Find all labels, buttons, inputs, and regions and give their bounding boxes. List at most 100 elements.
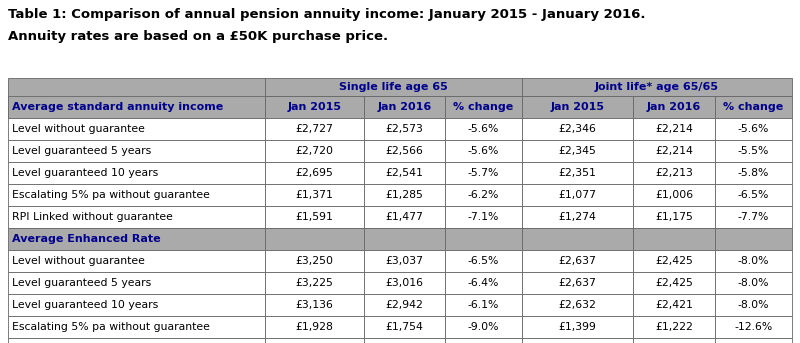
Text: Joint life* age 65/65: Joint life* age 65/65 <box>595 82 719 92</box>
Bar <box>265 272 363 294</box>
Text: Average standard annuity income: Average standard annuity income <box>12 102 223 112</box>
Text: £2,346: £2,346 <box>559 124 597 134</box>
Bar <box>634 96 715 118</box>
Bar <box>522 294 634 316</box>
Text: -8.0%: -8.0% <box>738 300 769 310</box>
Text: Level guaranteed 10 years: Level guaranteed 10 years <box>12 168 158 178</box>
Text: £1,274: £1,274 <box>559 212 597 222</box>
Bar <box>445 272 522 294</box>
Text: Escalating 5% pa without guarantee: Escalating 5% pa without guarantee <box>12 322 210 332</box>
Bar <box>265 162 363 184</box>
Text: £2,214: £2,214 <box>655 146 693 156</box>
Text: Level guaranteed 5 years: Level guaranteed 5 years <box>12 278 151 288</box>
Text: £2,727: £2,727 <box>295 124 334 134</box>
Bar <box>715 96 792 118</box>
Text: Level without guarantee: Level without guarantee <box>12 124 145 134</box>
Bar <box>715 294 792 316</box>
Bar <box>522 118 634 140</box>
Bar <box>265 338 363 343</box>
Bar <box>445 118 522 140</box>
Bar <box>8 78 265 118</box>
Text: £2,425: £2,425 <box>655 256 693 266</box>
Text: % change: % change <box>723 102 783 112</box>
Bar <box>363 272 445 294</box>
Text: Level without guarantee: Level without guarantee <box>12 256 145 266</box>
Text: £3,016: £3,016 <box>386 278 423 288</box>
Bar <box>363 118 445 140</box>
Bar <box>363 206 445 228</box>
Bar <box>522 316 634 338</box>
Text: £1,399: £1,399 <box>559 322 597 332</box>
Text: Annuity rates are based on a £50K purchase price.: Annuity rates are based on a £50K purcha… <box>8 30 388 43</box>
Bar <box>522 184 634 206</box>
Text: -12.6%: -12.6% <box>734 322 773 332</box>
Text: -5.6%: -5.6% <box>468 146 499 156</box>
Bar <box>8 140 265 162</box>
Bar <box>715 162 792 184</box>
Text: -6.1%: -6.1% <box>468 300 499 310</box>
Text: £1,285: £1,285 <box>386 190 423 200</box>
Text: £2,421: £2,421 <box>655 300 693 310</box>
Bar <box>715 338 792 343</box>
Bar <box>8 96 265 118</box>
Text: £1,928: £1,928 <box>295 322 334 332</box>
Text: Level guaranteed 10 years: Level guaranteed 10 years <box>12 300 158 310</box>
Bar <box>265 250 363 272</box>
Bar <box>8 206 265 228</box>
Bar <box>363 140 445 162</box>
Bar <box>265 78 522 96</box>
Bar <box>715 316 792 338</box>
Bar <box>634 316 715 338</box>
Bar <box>522 272 634 294</box>
Text: £3,037: £3,037 <box>386 256 423 266</box>
Bar <box>363 162 445 184</box>
Text: -5.7%: -5.7% <box>468 168 499 178</box>
Bar <box>522 250 634 272</box>
Bar <box>8 250 265 272</box>
Bar <box>445 294 522 316</box>
Text: £1,006: £1,006 <box>655 190 694 200</box>
Text: £2,541: £2,541 <box>386 168 423 178</box>
Text: -6.2%: -6.2% <box>468 190 499 200</box>
Text: £1,591: £1,591 <box>295 212 334 222</box>
Text: £1,754: £1,754 <box>386 322 423 332</box>
Text: £2,573: £2,573 <box>386 124 423 134</box>
Bar <box>715 184 792 206</box>
Text: -8.0%: -8.0% <box>738 278 769 288</box>
Text: £1,222: £1,222 <box>655 322 693 332</box>
Bar <box>522 162 634 184</box>
Text: £2,345: £2,345 <box>559 146 597 156</box>
Bar <box>522 338 634 343</box>
Bar <box>445 96 522 118</box>
Bar <box>265 228 363 250</box>
Bar <box>715 206 792 228</box>
Bar <box>8 272 265 294</box>
Text: Table 1: Comparison of annual pension annuity income: January 2015 - January 201: Table 1: Comparison of annual pension an… <box>8 8 646 21</box>
Text: -6.4%: -6.4% <box>468 278 499 288</box>
Text: Average Enhanced Rate: Average Enhanced Rate <box>12 234 161 244</box>
Text: -5.6%: -5.6% <box>468 124 499 134</box>
Text: £1,175: £1,175 <box>655 212 693 222</box>
Bar <box>8 316 265 338</box>
Bar <box>445 162 522 184</box>
Bar <box>522 206 634 228</box>
Bar <box>522 96 634 118</box>
Text: £2,351: £2,351 <box>559 168 597 178</box>
Bar <box>634 272 715 294</box>
Bar <box>363 96 445 118</box>
Text: £2,213: £2,213 <box>655 168 693 178</box>
Bar <box>445 140 522 162</box>
Text: -8.0%: -8.0% <box>738 256 769 266</box>
Text: £2,214: £2,214 <box>655 124 693 134</box>
Bar <box>265 206 363 228</box>
Bar <box>715 228 792 250</box>
Text: Jan 2015: Jan 2015 <box>287 102 342 112</box>
Bar <box>634 228 715 250</box>
Bar <box>363 228 445 250</box>
Text: £2,695: £2,695 <box>295 168 334 178</box>
Text: -9.0%: -9.0% <box>468 322 499 332</box>
Bar <box>8 118 265 140</box>
Bar <box>363 184 445 206</box>
Bar <box>363 250 445 272</box>
Text: -6.5%: -6.5% <box>468 256 499 266</box>
